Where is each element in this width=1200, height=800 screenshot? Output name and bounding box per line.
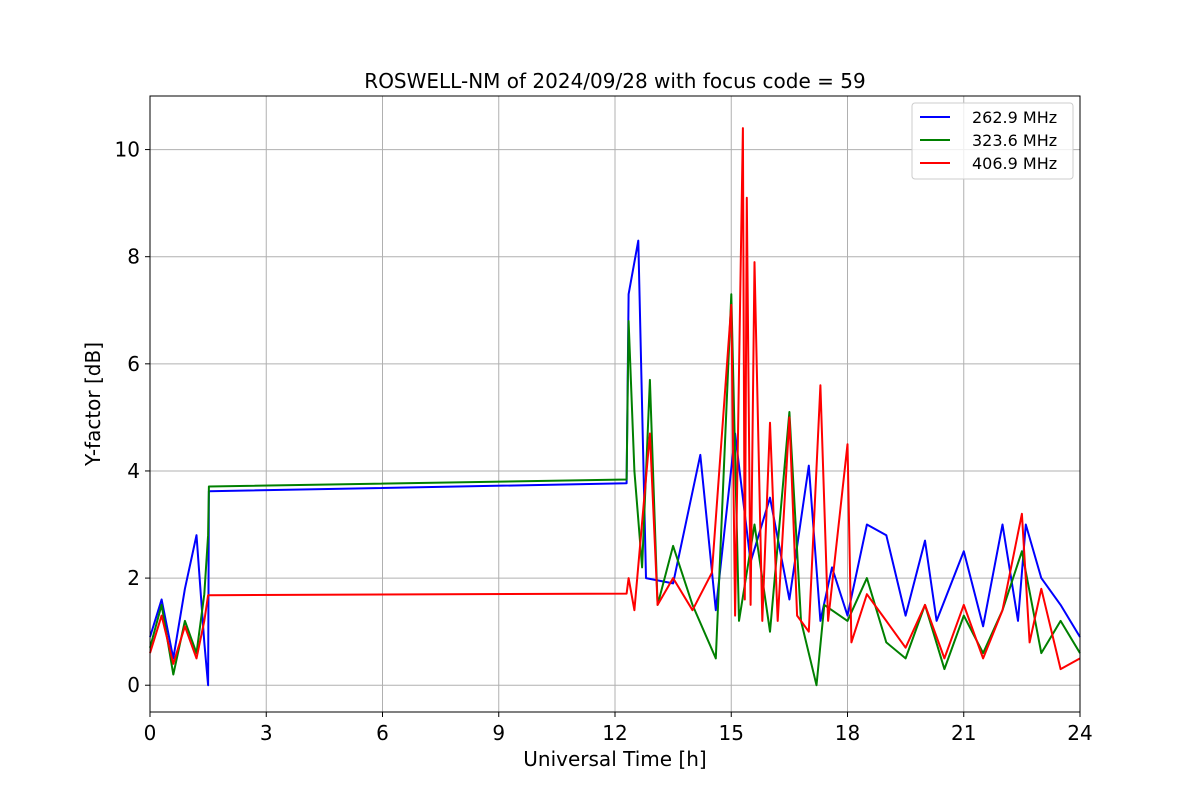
x-tick-label: 3: [260, 721, 273, 745]
x-tick-label: 15: [719, 721, 744, 745]
x-axis-label: Universal Time [h]: [523, 747, 706, 771]
y-tick-label: 8: [127, 245, 140, 269]
y-tick-label: 10: [115, 138, 140, 162]
x-tick-label: 6: [376, 721, 389, 745]
y-tick-label: 4: [127, 459, 140, 483]
legend: 262.9 MHz 323.6 MHz 406.9 MHz: [911, 102, 1074, 180]
legend-label-0: 262.9 MHz: [972, 108, 1057, 127]
chart-title: ROSWELL-NM of 2024/09/28 with focus code…: [364, 69, 865, 93]
x-tick-label: 18: [835, 721, 860, 745]
legend-box: [911, 102, 1074, 180]
y-axis-ticks: 0 2 4 6 8 10: [115, 138, 150, 697]
y-axis-label: Y-factor [dB]: [81, 342, 105, 467]
x-tick-label: 12: [602, 721, 627, 745]
series-line-1: [149, 293, 1081, 687]
series-line-2: [149, 127, 1081, 671]
x-tick-label: 9: [492, 721, 505, 745]
x-tick-label: 24: [1067, 721, 1092, 745]
series-line-0: [149, 239, 1081, 687]
series-layer: [149, 127, 1081, 687]
y-tick-label: 0: [127, 673, 140, 697]
x-tick-label: 21: [951, 721, 976, 745]
x-tick-label: 0: [144, 721, 157, 745]
x-axis-ticks: 0 3 6 9 12 15 18 21 24: [144, 712, 1093, 745]
y-tick-label: 6: [127, 352, 140, 376]
y-tick-label: 2: [127, 566, 140, 590]
legend-label-1: 323.6 MHz: [972, 131, 1057, 150]
grid: [149, 96, 1081, 712]
legend-label-2: 406.9 MHz: [972, 154, 1057, 173]
